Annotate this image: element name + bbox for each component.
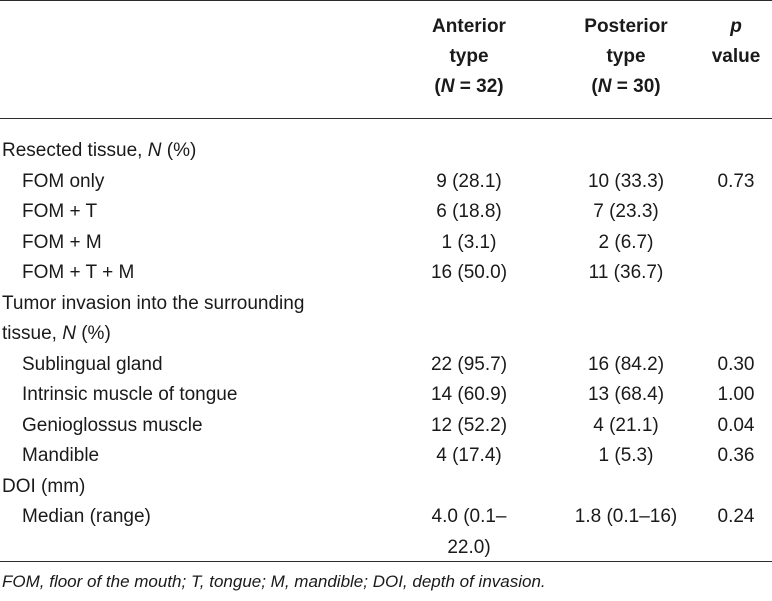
table-row: Mandible 4 (17.4) 1 (5.3) 0.36: [0, 441, 772, 471]
cell-p-value: 0.24: [717, 506, 755, 527]
cell-posterior: 11 (36.7): [588, 262, 664, 283]
table-row: DOI (mm): [0, 472, 772, 502]
cell-posterior: 16 (84.2): [587, 353, 665, 375]
row-label: FOM + T: [22, 201, 98, 222]
table-row: FOM + T + M 16 (50.0) 11 (36.7): [0, 258, 772, 288]
table-row: FOM only 9 (28.1) 10 (33.3) 0.73: [0, 167, 772, 197]
table-row: Tumor invasion into the surrounding: [0, 289, 772, 319]
row-label: Resected tissue, N (%): [2, 140, 197, 161]
cell-p-value: 0.36: [717, 445, 755, 466]
table-row: Median (range) 4.0 (0.1– 1.8 (0.1–16) 0.24: [0, 502, 772, 532]
header-posterior-type: Posterior type (N = 30): [584, 16, 668, 97]
row-label: FOM + M: [22, 231, 102, 253]
table-row: Intrinsic muscle of tongue 14 (60.9) 13 (6…: [0, 380, 772, 410]
row-label: DOI (mm): [2, 475, 86, 497]
cell-posterior: 13 (68.4): [587, 384, 665, 405]
cell-anterior: 1 (3.1): [441, 231, 497, 253]
row-label: FOM only: [22, 170, 105, 192]
row-label: Median (range): [22, 506, 151, 527]
row-label: Intrinsic muscle of tongue: [22, 384, 238, 405]
cell-anterior: 6 (18.8): [436, 201, 502, 222]
table-row: FOM + T 6 (18.8) 7 (23.3): [0, 197, 772, 227]
cell-posterior: 2 (6.7): [598, 231, 654, 253]
table-row: Genioglossus muscle 12 (52.2) 4 (21.1) 0.04: [0, 411, 772, 441]
cell-p-value: 1.00: [717, 384, 755, 405]
cell-anterior: 4 (17.4): [436, 445, 502, 466]
cell-posterior: 1.8 (0.1–16): [574, 506, 678, 527]
row-label: Genioglossus muscle: [22, 414, 203, 436]
cell-anterior: 4.0 (0.1–: [431, 506, 507, 527]
table-row: Sublingual gland 22 (95.7) 16 (84.2) 0.30: [0, 350, 772, 380]
cell-posterior: 7 (23.3): [593, 201, 659, 222]
cell-p-value: 0.30: [717, 353, 755, 375]
cell-posterior: 4 (21.1): [593, 414, 659, 436]
bottom-rule: [0, 561, 772, 562]
cell-anterior: 12 (52.2): [430, 414, 508, 436]
cell-anterior: 9 (28.1): [436, 170, 502, 192]
header-anterior-type: Anterior type (N = 32): [432, 16, 506, 97]
cell-anterior: 16 (50.0): [430, 262, 508, 283]
table-header: Anterior type (N = 32) Posterior type (N…: [0, 0, 772, 118]
cell-anterior: 22 (95.7): [430, 353, 508, 375]
cell-anterior: 14 (60.9): [430, 384, 508, 405]
header-p-value: p value: [711, 16, 761, 67]
row-label: Tumor invasion into the surrounding: [2, 292, 305, 314]
cell-anterior: 22.0): [447, 536, 491, 558]
cell-p-value: 0.73: [717, 170, 755, 192]
row-label: Mandible: [22, 445, 100, 466]
table-row: Resected tissue, N (%): [0, 136, 772, 166]
table-row: tissue, N (%): [0, 319, 772, 349]
cell-p-value: 0.04: [717, 414, 755, 436]
table-row: 22.0): [0, 533, 772, 563]
cell-posterior: 1 (5.3): [598, 445, 654, 466]
row-label: Sublingual gland: [22, 353, 163, 375]
cell-posterior: 10 (33.3): [587, 170, 665, 192]
table-row: FOM + M 1 (3.1) 2 (6.7): [0, 228, 772, 258]
header-rule: [0, 118, 772, 119]
top-rule: [0, 0, 772, 1]
row-label: FOM + T + M: [22, 262, 135, 283]
row-label: tissue, N (%): [2, 323, 111, 344]
table-footnote: FOM, floor of the mouth; T, tongue; M, m…: [2, 572, 546, 591]
